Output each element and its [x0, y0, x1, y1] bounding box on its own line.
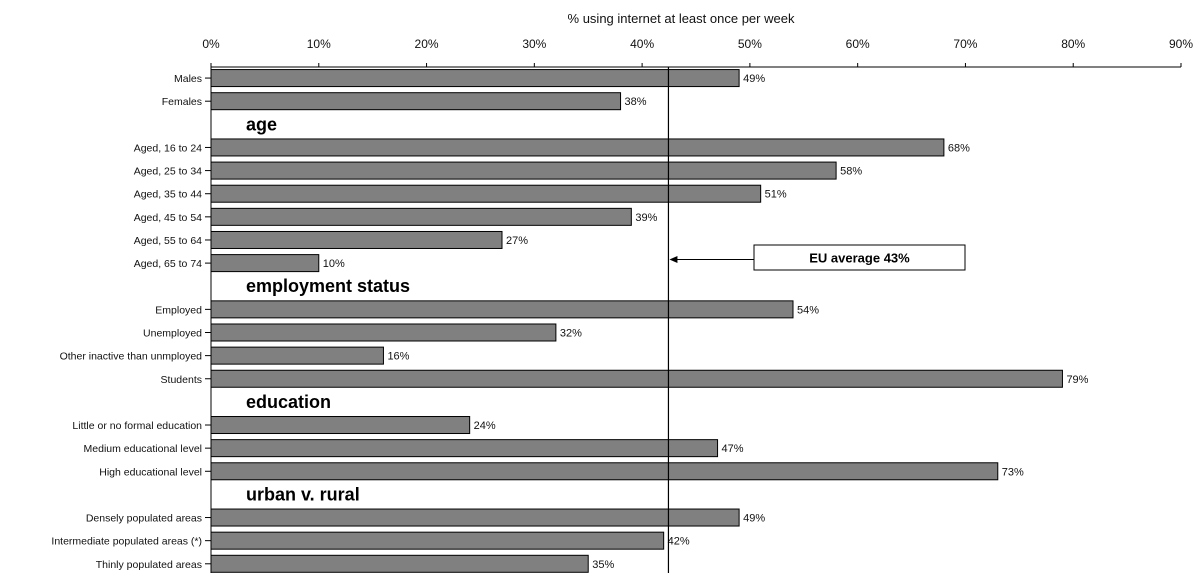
- category-label: Females: [162, 96, 202, 108]
- group-heading: education: [246, 392, 331, 412]
- category-label: Medium educational level: [84, 443, 202, 455]
- category-label: Aged, 55 to 64: [134, 235, 202, 247]
- bar: [210, 508, 740, 527]
- value-label: 32%: [560, 327, 582, 339]
- category-label: Densely populated areas: [86, 513, 202, 525]
- eu-average-callout: EU average 43%: [669, 244, 966, 271]
- category-label: Students: [161, 374, 202, 386]
- value-label: 54%: [797, 304, 819, 316]
- bar: [210, 439, 719, 458]
- group-heading: urban v. rural: [246, 484, 360, 504]
- bar: [210, 69, 740, 88]
- callout-label: EU average 43%: [809, 251, 910, 266]
- category-label: Aged, 16 to 24: [134, 142, 202, 154]
- bar: [210, 346, 384, 365]
- bar: [210, 531, 665, 550]
- chart-rows: Males 49% Females 38% age Aged, 16 to 24 68% Ag…: [51, 69, 1089, 573]
- value-label: 10%: [323, 258, 345, 270]
- bar: [210, 554, 589, 573]
- value-label: 68%: [948, 142, 970, 154]
- x-tick-label: 20%: [415, 37, 439, 51]
- category-label: Other inactive than unmployed: [60, 351, 203, 363]
- value-label: 27%: [506, 235, 528, 247]
- bar: [210, 462, 999, 481]
- value-label: 49%: [743, 73, 765, 85]
- value-label: 24%: [474, 420, 496, 432]
- value-label: 38%: [625, 96, 647, 108]
- category-label: Aged, 35 to 44: [134, 189, 202, 201]
- x-tick-label: 90%: [1169, 37, 1193, 51]
- value-label: 51%: [765, 189, 787, 201]
- category-label: Employed: [155, 304, 202, 316]
- value-label: 79%: [1066, 374, 1088, 386]
- category-label: Thinly populated areas: [96, 559, 202, 571]
- bar: [210, 184, 762, 203]
- bar: [210, 138, 945, 157]
- bar: [210, 323, 557, 342]
- category-label: Aged, 65 to 74: [134, 258, 202, 270]
- x-tick-label: 50%: [738, 37, 762, 51]
- bar: [210, 207, 632, 226]
- callout-box: [753, 244, 966, 271]
- group-heading: age: [246, 114, 277, 134]
- bar: [210, 369, 1063, 388]
- callout-arrow-head: [669, 256, 678, 263]
- category-label: Intermediate populated areas (*): [51, 536, 202, 548]
- x-tick-label: 60%: [846, 37, 870, 51]
- value-label: 49%: [743, 513, 765, 525]
- x-tick-label: 30%: [522, 37, 546, 51]
- x-tick-label: 40%: [630, 37, 654, 51]
- value-label: 39%: [635, 212, 657, 224]
- category-label: Little or no formal education: [72, 420, 202, 432]
- category-label: Aged, 45 to 54: [134, 212, 202, 224]
- value-label: 73%: [1002, 466, 1024, 478]
- category-label: High educational level: [99, 466, 202, 478]
- x-axis-title: % using internet at least once per week: [568, 11, 795, 26]
- bar: [210, 416, 471, 435]
- x-tick-label: 70%: [953, 37, 977, 51]
- group-heading: employment status: [246, 276, 410, 296]
- x-tick-label: 10%: [307, 37, 331, 51]
- value-label: 58%: [840, 166, 862, 178]
- category-label: Unemployed: [143, 327, 202, 339]
- category-label: Aged, 25 to 34: [134, 166, 202, 178]
- value-label: 42%: [668, 536, 690, 548]
- x-axis-ticks: 0% 10% 20% 30% 40% 50% 60% 70% 80% 90%: [202, 37, 1193, 67]
- x-tick-label: 0%: [202, 37, 220, 51]
- bar: [210, 254, 320, 273]
- bar: [210, 161, 837, 180]
- category-label: Males: [174, 73, 202, 85]
- bar: [210, 300, 794, 319]
- value-label: 35%: [592, 559, 614, 571]
- bar: [210, 230, 503, 249]
- x-tick-label: 80%: [1061, 37, 1085, 51]
- value-label: 47%: [722, 443, 744, 455]
- bar: [210, 92, 622, 111]
- value-label: 16%: [387, 351, 409, 363]
